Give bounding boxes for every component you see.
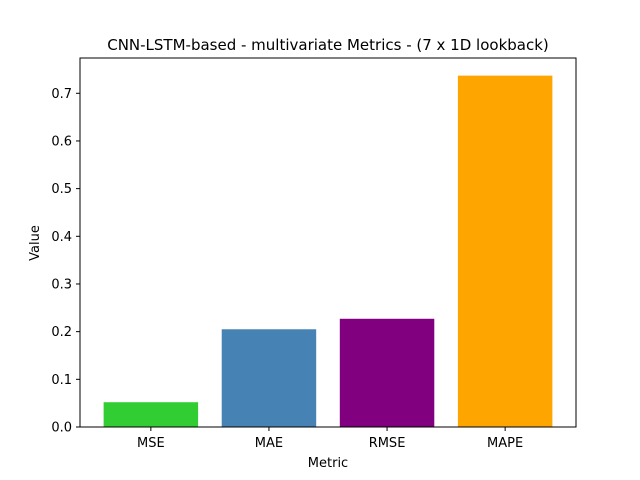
bar-rmse — [339, 318, 435, 427]
y-tick-label: 0.0 — [51, 421, 72, 436]
bar-mape — [457, 75, 553, 428]
y-tick-label: 0.2 — [51, 325, 72, 340]
chart-title: CNN-LSTM-based - multivariate Metrics - … — [107, 36, 549, 54]
bars-group — [103, 75, 553, 428]
y-axis-ticks: 0.0 0.1 0.2 0.3 0.4 0.5 0.6 0.7 — [51, 87, 80, 436]
y-tick-label: 0.3 — [51, 277, 72, 292]
plot-frame — [79, 57, 577, 428]
x-tick-label: MSE — [137, 436, 165, 451]
y-tick-label: 0.7 — [51, 87, 72, 102]
x-tick-label: MAE — [255, 436, 283, 451]
y-axis-label: Value — [28, 225, 43, 261]
y-tick-label: 0.5 — [51, 182, 72, 197]
x-tick-label: RMSE — [369, 436, 406, 451]
x-tick-label: MAPE — [487, 436, 523, 451]
bar-mse — [103, 402, 199, 427]
y-tick-label: 0.1 — [51, 373, 72, 388]
y-tick-label: 0.4 — [51, 230, 72, 245]
x-axis-label: Metric — [308, 456, 348, 471]
x-axis-ticks: MSE MAE RMSE MAPE — [137, 427, 523, 451]
bar-mae — [221, 329, 317, 427]
y-tick-label: 0.6 — [51, 134, 72, 149]
